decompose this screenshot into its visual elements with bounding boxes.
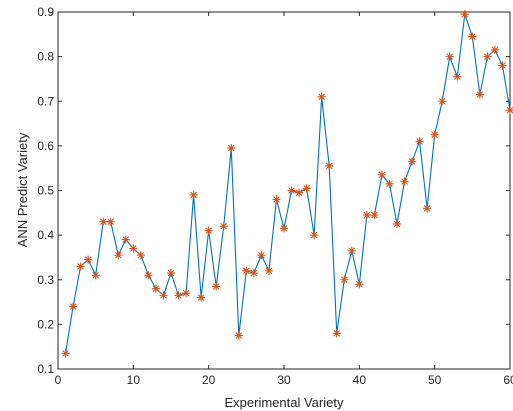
data-point bbox=[309, 230, 319, 240]
data-point bbox=[453, 72, 462, 81]
data-point bbox=[227, 143, 236, 153]
x-tick-label: 60 bbox=[503, 373, 513, 387]
x-tick-label: 40 bbox=[353, 373, 367, 387]
data-point bbox=[219, 222, 228, 231]
plot-area bbox=[57, 11, 511, 370]
data-point bbox=[242, 266, 251, 275]
data-point bbox=[490, 45, 500, 55]
data-point bbox=[377, 170, 387, 180]
data-point bbox=[106, 217, 115, 226]
y-axis-label: ANN Predict Variety bbox=[15, 132, 30, 247]
x-tick-label: 50 bbox=[428, 373, 442, 387]
data-point bbox=[355, 280, 364, 289]
data-point bbox=[347, 246, 356, 255]
data-point bbox=[181, 288, 191, 298]
data-point bbox=[279, 224, 289, 233]
data-point bbox=[121, 235, 130, 244]
data-point bbox=[385, 179, 394, 188]
data-point bbox=[76, 262, 85, 271]
y-tick-label: 0.7 bbox=[37, 94, 54, 108]
x-tick-label: 30 bbox=[277, 373, 291, 387]
y-tick-label: 0.4 bbox=[37, 228, 54, 242]
y-tick-label: 0.2 bbox=[37, 317, 54, 331]
y-tick-label: 0.6 bbox=[37, 139, 54, 153]
x-tick-label: 20 bbox=[202, 373, 216, 387]
data-point bbox=[264, 266, 274, 275]
data-point bbox=[114, 251, 123, 260]
data-point bbox=[468, 32, 477, 41]
data-point bbox=[272, 195, 281, 204]
data-point bbox=[159, 291, 168, 300]
data-point bbox=[287, 186, 296, 195]
data-point bbox=[136, 251, 146, 260]
y-tick-label: 0.3 bbox=[37, 273, 54, 287]
data-point bbox=[151, 284, 161, 293]
data-point bbox=[362, 210, 372, 220]
data-point bbox=[144, 271, 153, 280]
data-point bbox=[204, 226, 213, 235]
y-tick-label: 0.5 bbox=[37, 184, 54, 198]
data-point bbox=[325, 161, 334, 171]
data-point bbox=[400, 177, 409, 186]
x-axis: 0 10 20 30 40 50 60 bbox=[55, 12, 513, 387]
series-markers bbox=[61, 10, 513, 358]
data-point bbox=[68, 302, 78, 311]
y-tick-label: 0.1 bbox=[37, 362, 54, 376]
data-point bbox=[99, 217, 108, 226]
data-point bbox=[407, 157, 417, 166]
data-point bbox=[129, 244, 138, 253]
data-point bbox=[340, 275, 349, 284]
x-tick-label: 0 bbox=[55, 373, 62, 387]
data-point bbox=[498, 61, 507, 70]
data-point bbox=[438, 97, 447, 106]
data-point bbox=[91, 271, 100, 280]
data-point bbox=[445, 52, 454, 61]
data-point bbox=[415, 137, 424, 146]
y-tick-label: 0.8 bbox=[37, 50, 54, 64]
x-tick-label: 10 bbox=[127, 373, 141, 387]
data-point bbox=[294, 188, 304, 197]
data-point bbox=[302, 184, 311, 193]
data-point bbox=[392, 219, 402, 229]
data-point bbox=[196, 293, 206, 302]
data-point bbox=[475, 90, 485, 99]
data-point bbox=[317, 92, 326, 101]
data-point bbox=[370, 210, 379, 220]
data-point bbox=[249, 268, 259, 278]
data-point bbox=[430, 130, 439, 139]
data-point bbox=[61, 349, 70, 358]
data-point bbox=[166, 268, 176, 278]
y-tick-label: 0.9 bbox=[37, 5, 54, 19]
data-point bbox=[332, 329, 341, 338]
data-point bbox=[83, 255, 93, 264]
data-point bbox=[212, 282, 221, 291]
data-point bbox=[505, 106, 513, 115]
data-point bbox=[483, 52, 492, 61]
data-point bbox=[189, 190, 198, 200]
data-point bbox=[174, 291, 183, 300]
data-point bbox=[460, 10, 469, 19]
data-point bbox=[422, 204, 432, 213]
y-axis: 0.1 0.2 0.3 0.4 0.5 0.6 0.7 0.8 0.9 bbox=[37, 5, 510, 376]
data-point bbox=[257, 251, 266, 260]
x-axis-label: Experimental Variety bbox=[225, 395, 344, 410]
data-point bbox=[234, 331, 243, 340]
